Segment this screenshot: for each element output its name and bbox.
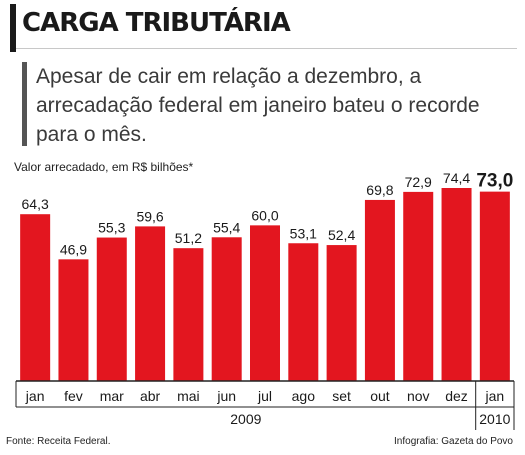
source-note: Fonte: Receita Federal. — [6, 436, 111, 447]
category-label-7: ago — [292, 388, 316, 404]
value-label-10: 72,9 — [405, 174, 432, 190]
bar-10 — [403, 191, 434, 381]
bar-7 — [288, 243, 319, 381]
chart-title: CARGA TRIBUTÁRIA — [22, 8, 291, 38]
category-label-0: jan — [25, 388, 45, 404]
bar-9 — [364, 199, 395, 381]
bar-12 — [479, 191, 510, 381]
category-label-1: fev — [64, 388, 83, 404]
bar-1 — [58, 259, 89, 381]
bar-6 — [250, 225, 280, 381]
title-accent-bar — [10, 4, 16, 52]
value-label-3: 59,6 — [136, 208, 163, 224]
value-label-9: 69,8 — [366, 182, 393, 198]
value-label-6: 60,0 — [251, 207, 278, 223]
category-label-8: set — [332, 388, 351, 404]
bar-5 — [211, 237, 242, 381]
category-label-3: abr — [140, 388, 161, 404]
bar-11 — [441, 188, 472, 381]
subtitle-accent-bar — [22, 62, 27, 146]
category-label-6: jul — [257, 388, 272, 404]
bar-4 — [173, 248, 204, 381]
category-label-12: jan — [485, 388, 505, 404]
category-label-2: mar — [100, 388, 124, 404]
bar-0 — [20, 214, 51, 381]
bar-3 — [135, 226, 166, 381]
year-label-2010: 2010 — [479, 411, 510, 427]
value-label-5: 55,4 — [213, 219, 240, 235]
value-label-8: 52,4 — [328, 227, 355, 243]
year-label-2009: 2009 — [230, 411, 261, 427]
value-label-11: 74,4 — [443, 170, 470, 186]
bar-2 — [96, 237, 127, 381]
category-label-4: mai — [177, 388, 200, 404]
unit-label: Valor arrecadado, em R$ bilhões* — [14, 160, 194, 174]
category-label-9: out — [370, 388, 390, 404]
chart-subtitle: Apesar de cair em relação a dezembro, a … — [36, 65, 480, 146]
category-label-10: nov — [407, 388, 430, 404]
bar-chart: 64,3 jan 46,9 fev 55,3 mar 59,6 abr 51,2 mai 55,4 j… — [15, 170, 515, 430]
value-label-2: 55,3 — [98, 220, 125, 236]
value-label-1: 46,9 — [60, 241, 87, 257]
credit-note: Infografia: Gazeta do Povo — [394, 436, 513, 447]
value-label-12: 73,0 — [476, 171, 513, 192]
category-label-5: jun — [216, 388, 236, 404]
bar-8 — [326, 245, 357, 381]
value-label-7: 53,1 — [290, 225, 317, 241]
category-label-11: dez — [445, 388, 468, 404]
title-divider — [16, 48, 517, 49]
value-label-0: 64,3 — [22, 196, 49, 212]
value-label-4: 51,2 — [175, 230, 202, 246]
